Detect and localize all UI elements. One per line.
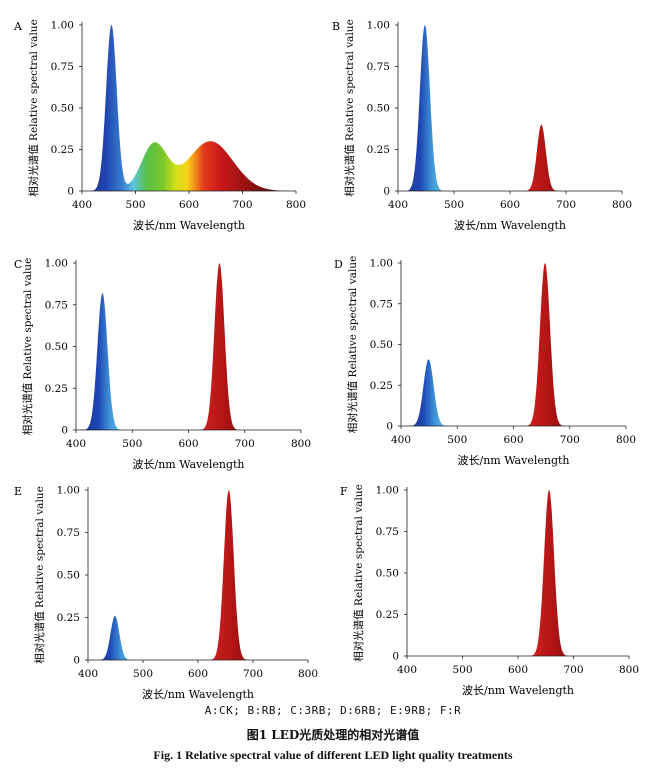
x-tick-label: 800 [298, 668, 318, 680]
x-axis-label: 波长/nm Wavelength [142, 688, 254, 701]
y-axis-label: 相对光谱值 Relative spectral value [343, 19, 356, 197]
y-axis-label: 相对光谱值 Relative spectral value [346, 256, 359, 434]
x-tick-label: 600 [508, 664, 528, 676]
y-tick-label: 0.75 [370, 298, 393, 310]
x-axis-label: 波长/nm Wavelength [132, 458, 244, 471]
x-tick-label: 400 [388, 199, 408, 211]
chart-panel-e: E 400 500 600 700 800 0 0.25 0.50 0.75 1.00 波长/nm W… [14, 485, 318, 702]
panel-label: E [14, 485, 22, 498]
y-tick-label: 0.75 [367, 61, 390, 73]
x-tick-label: 800 [619, 664, 639, 676]
y-tick-label: 0.75 [57, 527, 80, 539]
x-tick-label: 500 [125, 199, 145, 211]
x-axis-label: 波长/nm Wavelength [462, 684, 574, 697]
x-tick-label: 400 [397, 664, 417, 676]
y-axis-label: 相对光谱值 Relative spectral value [33, 486, 46, 664]
y-axis-label: 相对光谱值 Relative spectral value [21, 258, 34, 436]
chart-panels: A 400 500 600 700 800 0 0.25 0.50 0.75 1.00 波长/nm W… [13, 19, 639, 701]
x-tick-label: 500 [452, 664, 472, 676]
x-tick-label: 700 [556, 199, 576, 211]
figure-caption-english: Fig. 1 Relative spectral value of differ… [153, 748, 513, 762]
y-tick-label: 0 [73, 655, 80, 667]
figure-legend-caption: A:CK; B:RB; C:3RB; D:6RB; E:9RB; F:R [204, 704, 462, 717]
x-tick-label: 600 [500, 199, 520, 211]
y-tick-label: 0 [67, 186, 74, 198]
x-tick-label: 500 [133, 668, 153, 680]
x-tick-label: 600 [178, 438, 198, 450]
y-tick-label: 0 [61, 425, 68, 437]
x-tick-label: 600 [188, 668, 208, 680]
y-tick-label: 0.75 [376, 526, 399, 538]
chart-panel-a: A 400 500 600 700 800 0 0.25 0.50 0.75 1.00 波长/nm W… [13, 19, 306, 232]
spectrum-area [401, 263, 626, 426]
y-tick-label: 0.25 [367, 144, 390, 156]
spectrum-area [76, 263, 301, 430]
chart-panel-b: B 400 500 600 700 800 0 0.25 0.50 0.75 1.00 波长/nm W… [332, 19, 632, 232]
x-tick-label: 700 [232, 199, 252, 211]
x-tick-label: 700 [563, 664, 583, 676]
y-tick-label: 0.25 [51, 144, 74, 156]
y-tick-label: 0.25 [370, 380, 393, 392]
x-tick-label: 700 [243, 668, 263, 680]
y-tick-label: 0.75 [51, 61, 74, 73]
y-tick-label: 0 [383, 186, 390, 198]
x-tick-label: 400 [66, 438, 86, 450]
chart-panel-c: C 400 500 600 700 800 0 0.25 0.50 0.75 1.00 波长/nm W… [14, 258, 311, 472]
y-tick-label: 0.25 [45, 383, 68, 395]
y-tick-label: 1.00 [376, 485, 399, 497]
x-tick-label: 600 [503, 434, 523, 446]
spectrum-area [407, 490, 629, 656]
y-tick-label: 0.50 [370, 339, 393, 351]
y-tick-label: 1.00 [57, 485, 80, 497]
panel-label: C [14, 258, 22, 271]
y-axis-label: 相对光谱值 Relative spectral value [352, 484, 365, 662]
chart-panel-d: D 400 500 600 700 800 0 0.25 0.50 0.75 1.00 波长/nm W… [334, 256, 636, 467]
x-tick-label: 400 [78, 668, 98, 680]
spectrum-area [398, 25, 622, 191]
x-tick-label: 800 [291, 438, 311, 450]
x-tick-label: 500 [444, 199, 464, 211]
y-tick-label: 0.50 [376, 568, 399, 580]
y-tick-label: 0.50 [51, 103, 74, 115]
y-tick-label: 0.25 [57, 612, 80, 624]
y-tick-label: 1.00 [370, 258, 393, 270]
spectrum-area [82, 25, 296, 191]
x-tick-label: 500 [447, 434, 467, 446]
x-tick-label: 800 [286, 199, 306, 211]
x-tick-label: 700 [560, 434, 580, 446]
panel-label: A [13, 20, 23, 33]
x-tick-label: 400 [72, 199, 92, 211]
panel-label: F [340, 485, 348, 498]
x-tick-label: 400 [391, 434, 411, 446]
y-tick-label: 0.50 [57, 570, 80, 582]
figure-caption-chinese: 图1 LED光质处理的相对光谱值 [246, 728, 420, 742]
y-tick-label: 1.00 [51, 20, 74, 32]
x-axis-label: 波长/nm Wavelength [133, 219, 245, 232]
y-axis-label: 相对光谱值 Relative spectral value [27, 19, 40, 197]
x-tick-label: 800 [612, 199, 632, 211]
x-tick-label: 500 [122, 438, 142, 450]
y-tick-label: 0.75 [45, 299, 68, 311]
y-tick-label: 0 [386, 421, 393, 433]
y-tick-label: 0.25 [376, 609, 399, 621]
spectrum-area [88, 490, 308, 660]
y-tick-label: 0.50 [367, 103, 390, 115]
y-tick-label: 0.50 [45, 341, 68, 353]
x-tick-label: 800 [616, 434, 636, 446]
y-tick-label: 0 [392, 651, 399, 663]
x-axis-label: 波长/nm Wavelength [457, 454, 569, 467]
panel-label: B [332, 20, 340, 33]
x-axis-label: 波长/nm Wavelength [454, 219, 566, 232]
x-tick-label: 700 [235, 438, 255, 450]
chart-panel-f: F 400 500 600 700 800 0 0.25 0.50 0.75 1.00 波长/nm W… [340, 484, 639, 697]
y-tick-label: 1.00 [45, 258, 68, 270]
y-tick-label: 1.00 [367, 20, 390, 32]
panel-label: D [334, 258, 343, 271]
x-tick-label: 600 [179, 199, 199, 211]
